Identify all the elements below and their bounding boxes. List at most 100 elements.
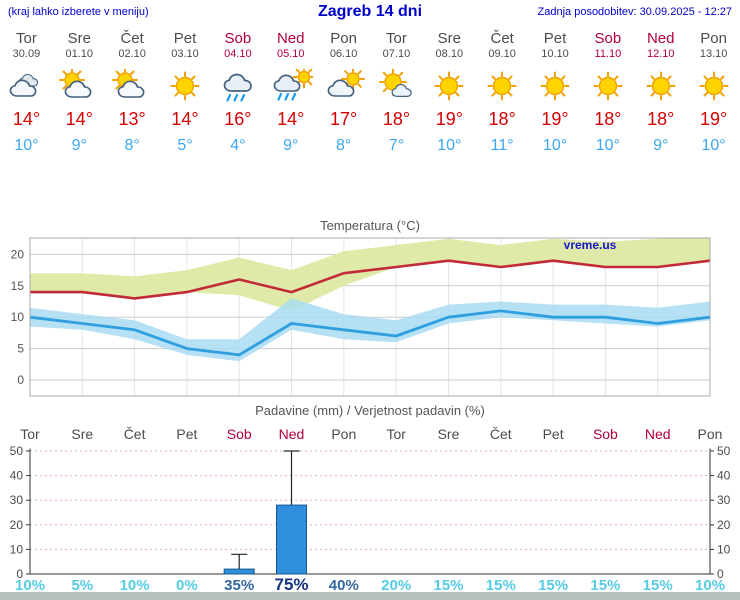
precip-probability: 0% — [176, 577, 198, 592]
precip-probability: 15% — [590, 577, 620, 592]
day-high-temp: 14° — [65, 109, 93, 129]
precip-probability: 75% — [274, 575, 308, 592]
precip-chart-title: Padavine (mm) / Verjetnost padavin (%) — [255, 403, 485, 418]
svg-text:10: 10 — [10, 542, 24, 556]
day-date: 04.10 — [224, 48, 252, 60]
day-date: 09.10 — [488, 48, 516, 60]
day-column: Pon 13.10 19° 10° — [687, 30, 740, 155]
day-name: Sre — [437, 30, 461, 47]
day-column: Pet 10.10 19° 10° — [529, 30, 582, 155]
mostly-cloudy-icon — [317, 67, 370, 107]
day-high-temp: 17° — [329, 109, 358, 129]
day-name: Ned — [276, 30, 305, 47]
sunny-icon — [529, 69, 582, 107]
day-column: Pon 06.10 17° 8° — [317, 30, 370, 155]
day-low-temp: 9° — [283, 137, 299, 154]
day-high-temp: 18° — [594, 109, 622, 129]
precip-probability: 20% — [381, 577, 411, 592]
day-low-temp: 11° — [490, 137, 514, 154]
svg-text:20: 20 — [717, 518, 731, 532]
day-high-temp: 18° — [488, 109, 516, 129]
precip-probability: 10% — [120, 577, 150, 592]
day-date: 30.09 — [12, 48, 41, 60]
day-column: Čet 02.10 13° 8° — [106, 30, 159, 155]
day-date: 08.10 — [435, 48, 464, 60]
day-name: Pet — [543, 30, 567, 47]
location-menu-hint[interactable]: (kraj lahko izberete v meniju) — [8, 6, 149, 18]
day-low-temp: 10° — [542, 137, 568, 154]
precip-day-label: Sre — [71, 426, 93, 442]
day-low-temp: 4° — [230, 137, 246, 154]
sunny-icon — [476, 69, 529, 107]
precip-bar — [223, 568, 255, 575]
day-column: Tor 30.09 14° 10° — [0, 30, 53, 155]
day-high-temp: 14° — [277, 109, 305, 129]
day-low-temp: 10° — [437, 137, 462, 154]
svg-text:20: 20 — [10, 518, 24, 532]
day-column: Tor 07.10 18° 7° — [370, 30, 423, 155]
day-date: 07.10 — [382, 48, 411, 60]
svg-text:15: 15 — [11, 279, 25, 293]
svg-text:10: 10 — [11, 310, 25, 324]
day-high-temp: 14° — [171, 109, 199, 129]
precip-probability: 15% — [538, 577, 568, 592]
day-date: 03.10 — [171, 48, 199, 60]
day-name: Čet — [120, 30, 144, 47]
sunny-icon — [159, 69, 212, 107]
mostly-sunny-icon — [370, 68, 423, 107]
day-low-temp: 10° — [701, 137, 726, 154]
day-name: Sob — [594, 30, 622, 47]
precip-day-label: Sre — [438, 426, 460, 442]
day-column: Pet 03.10 14° 5° — [159, 30, 212, 155]
day-low-temp: 5° — [177, 137, 193, 154]
svg-text:0: 0 — [17, 373, 24, 387]
precip-day-label: Pet — [176, 426, 197, 442]
day-low-temp: 7° — [388, 137, 405, 154]
svg-text:30: 30 — [10, 493, 24, 507]
day-low-temp: 9° — [71, 137, 87, 154]
precip-probability: 10% — [695, 577, 725, 592]
day-name: Pon — [330, 30, 357, 47]
precip-day-label: Sob — [593, 426, 618, 442]
precip-day-label: Pon — [698, 426, 723, 442]
precip-probability: 10% — [15, 577, 45, 592]
rain-sun-icon — [264, 65, 317, 107]
precip-probability: 40% — [329, 577, 359, 592]
temperature-chart: Temperatura (°C) 0 5 10 15 20 vreme.us — [11, 218, 711, 397]
day-column: Sre 08.10 19° 10° — [423, 30, 476, 155]
day-date: 02.10 — [118, 48, 146, 60]
watermark-link[interactable]: vreme.us — [564, 238, 617, 252]
svg-text:50: 50 — [10, 444, 24, 458]
day-name: Pon — [700, 30, 727, 47]
day-low-temp: 8° — [335, 137, 352, 154]
svg-text:0: 0 — [717, 567, 724, 581]
svg-text:20: 20 — [11, 247, 25, 261]
temp-chart-title: Temperatura (°C) — [320, 218, 420, 233]
svg-text:40: 40 — [10, 469, 24, 483]
precip-probability: 15% — [433, 577, 463, 592]
precip-day-label: Čet — [490, 426, 512, 442]
sunny-icon — [687, 69, 740, 107]
day-date: 01.10 — [65, 48, 94, 60]
svg-text:50: 50 — [717, 444, 731, 458]
svg-text:30: 30 — [717, 493, 731, 507]
precip-day-label: Pet — [543, 426, 564, 442]
precip-day-label: Pon — [331, 426, 356, 442]
day-date: 11.10 — [594, 48, 622, 60]
day-date: 13.10 — [699, 48, 728, 60]
day-name: Tor — [386, 30, 407, 47]
day-high-temp: 19° — [435, 109, 463, 129]
day-name: Pet — [173, 30, 197, 47]
day-name: Čet — [490, 30, 514, 47]
day-name: Tor — [16, 30, 37, 47]
day-high-temp: 13° — [118, 109, 146, 129]
day-low-temp: 8° — [124, 137, 140, 154]
day-date: 12.10 — [646, 48, 675, 60]
day-date: 10.10 — [541, 48, 569, 60]
svg-text:5: 5 — [17, 342, 24, 356]
day-date: 06.10 — [329, 48, 358, 60]
day-high-temp: 18° — [647, 109, 675, 129]
sunny-icon — [634, 69, 687, 107]
day-high-temp: 14° — [12, 109, 41, 129]
precip-day-label: Sob — [227, 426, 252, 442]
